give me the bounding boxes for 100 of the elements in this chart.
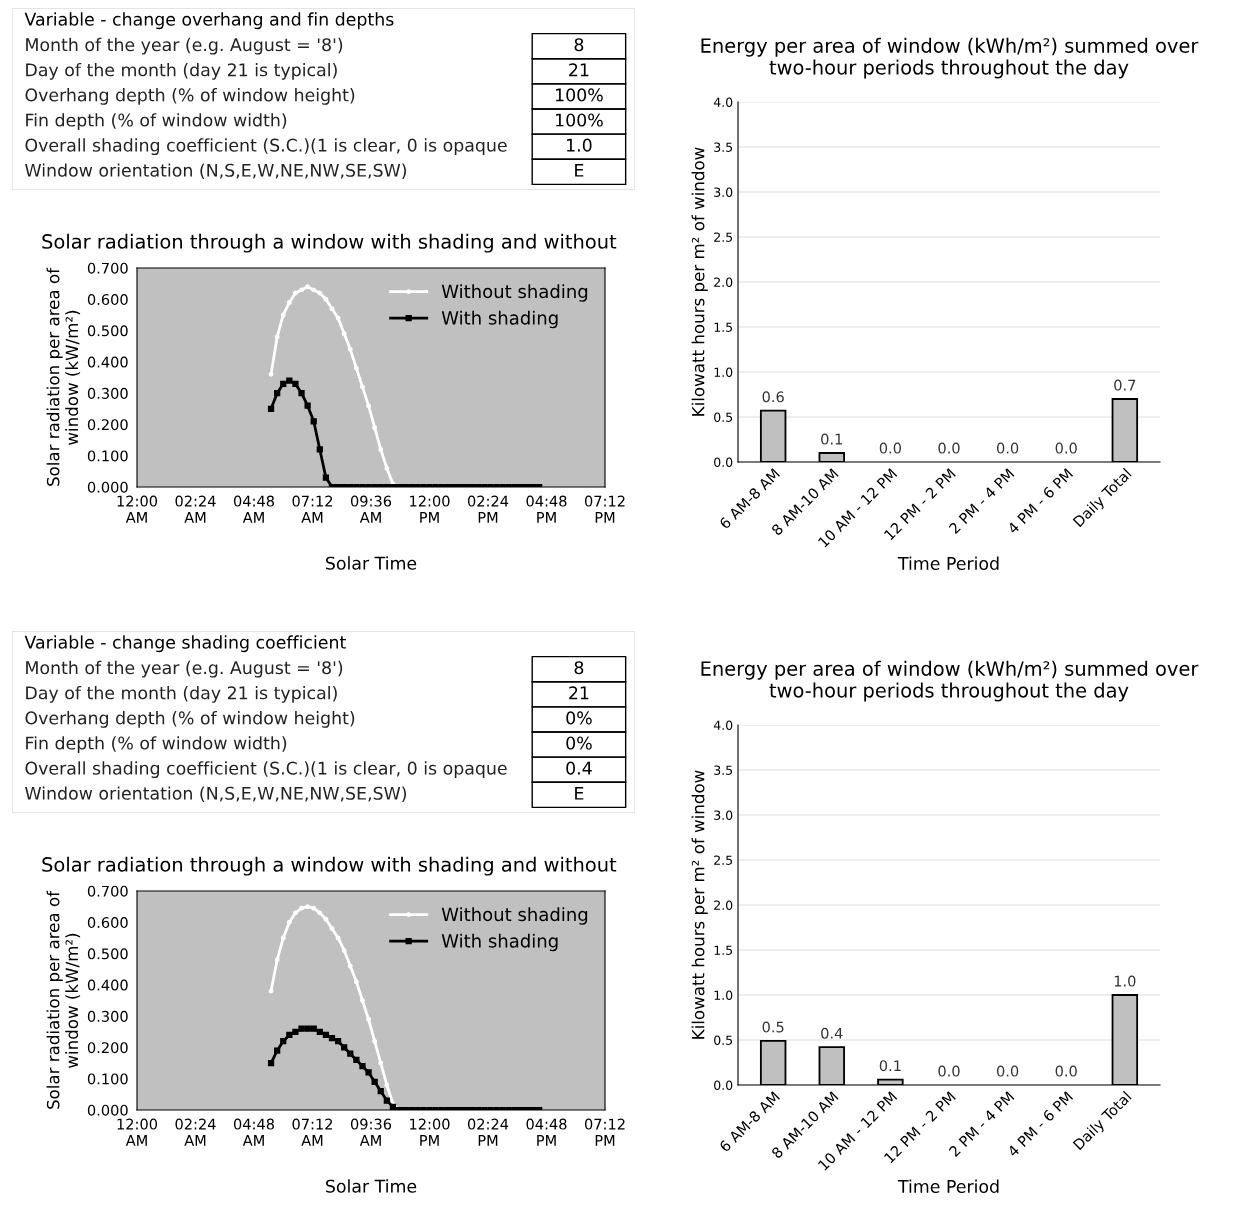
- y-tick-label: 0.000: [87, 481, 128, 493]
- y-tick-label: 0.600: [87, 294, 128, 306]
- data-label: 0.7: [1114, 379, 1136, 391]
- x-tick-label: 12:00 AM: [117, 1118, 158, 1146]
- point: [286, 919, 292, 925]
- point: [286, 1031, 293, 1039]
- point: [310, 1025, 317, 1032]
- y-tick-label: 1.0: [714, 990, 733, 1000]
- y-tick-label: 2.5: [714, 855, 733, 865]
- point: [305, 904, 311, 910]
- point: [280, 1038, 287, 1045]
- x-tick-label: 04:48 PM: [526, 495, 567, 523]
- point: [280, 935, 286, 941]
- y-tick-label: 0.400: [87, 979, 128, 991]
- category-label: Month of the year (e.g. August = '8'): [26, 660, 343, 678]
- point: [359, 1063, 366, 1070]
- data-label: 0.0: [996, 442, 1019, 454]
- chart-title: Solar radiation through a window with shading and without: [42, 856, 617, 876]
- point: [335, 935, 341, 941]
- x-axis-title: Time Period: [897, 1179, 999, 1193]
- point: [274, 957, 280, 963]
- point: [360, 384, 365, 390]
- point: [329, 926, 335, 931]
- point: [274, 334, 280, 340]
- point: [317, 290, 323, 296]
- y-tick-label: 0.100: [87, 1073, 128, 1085]
- x-tick-label: 02:24 PM: [467, 495, 509, 523]
- category-label: Month of the year (e.g. August = '8'): [26, 37, 343, 55]
- data-label: 0.0: [879, 442, 902, 454]
- point: [329, 306, 335, 312]
- point: [378, 447, 384, 452]
- point: [316, 1028, 323, 1035]
- point: [322, 1031, 330, 1039]
- y-tick-label: 2.0: [714, 277, 733, 287]
- y-tick-label: 0.0: [714, 1080, 733, 1090]
- point: [384, 1082, 390, 1088]
- point: [304, 1025, 311, 1032]
- text: E: [575, 163, 584, 177]
- point: [317, 910, 323, 916]
- category-label: Window orientation (N,S,E,W,NE,NW,SE,SW): [25, 786, 407, 802]
- text: 100%: [556, 113, 603, 127]
- y-tick-label: 0.500: [87, 325, 128, 337]
- point: [292, 380, 299, 387]
- x-tick-label: 12:00 PM: [410, 1118, 450, 1146]
- point: [328, 1034, 336, 1042]
- point: [268, 371, 274, 377]
- y-tick-label: 0.500: [87, 948, 128, 960]
- point: [365, 1069, 372, 1076]
- y-axis-title: Kilowatt hours per m² of window: [691, 770, 708, 1039]
- point: [372, 425, 378, 430]
- point: [293, 290, 298, 296]
- category-label: Overhang depth (% of window height): [25, 88, 355, 105]
- point: [280, 312, 286, 318]
- y-tick-label: 2.5: [714, 232, 733, 242]
- y-tick-label: 0.300: [87, 387, 128, 399]
- point: [322, 474, 330, 481]
- point: [304, 402, 311, 409]
- point: [353, 1056, 360, 1064]
- point: [353, 979, 359, 985]
- category-label: Window orientation (N,S,E,W,NE,NW,SE,SW): [25, 163, 407, 179]
- point: [347, 1050, 354, 1057]
- text: 0%: [566, 711, 592, 725]
- point: [316, 446, 323, 453]
- point: [267, 1059, 275, 1067]
- x-tick-label: 12:00 AM: [117, 495, 158, 523]
- text: 1.0: [567, 138, 592, 152]
- data-label: 0.6: [762, 391, 784, 403]
- category-label: Fin depth (% of window width): [26, 736, 287, 753]
- chart-title: Energy per area of window (kWh/m²) summed over two-hour periods throughout the day: [701, 660, 1199, 702]
- point: [341, 1044, 348, 1051]
- legend-label: Without shading: [441, 284, 588, 302]
- point: [311, 287, 317, 293]
- point: [371, 1078, 378, 1085]
- data-label: 0.0: [996, 1065, 1019, 1077]
- category-label: Day of the month (day 21 is typical): [26, 685, 337, 703]
- category-label: Overall shading coefficient (S.C.)(1 is clear, 0 is opaque: [25, 761, 507, 779]
- x-tick-label: 04:48 AM: [233, 1118, 275, 1146]
- y-tick-label: 0.000: [87, 1104, 128, 1116]
- point: [310, 418, 317, 425]
- point: [286, 299, 292, 305]
- y-tick-label: 3.5: [714, 142, 733, 152]
- chart-title: Energy per area of window (kWh/m²) summed over two-hour periods throughout the day: [701, 37, 1199, 79]
- text: 100%: [556, 88, 603, 102]
- y-tick-label: 0.400: [87, 356, 128, 368]
- y-tick-label: 4.0: [713, 97, 733, 107]
- legend-label: With shading: [441, 310, 558, 329]
- data-label: 0.1: [821, 433, 843, 445]
- category-label: Day of the month (day 21 is typical): [26, 62, 337, 80]
- x-axis-title: Solar Time: [326, 1179, 417, 1193]
- x-axis-title: Solar Time: [326, 556, 417, 570]
- y-tick-label: 4.0: [713, 720, 733, 730]
- x-tick-label: 02:24 PM: [467, 1118, 509, 1146]
- category-label: Fin depth (% of window width): [26, 113, 287, 130]
- point: [323, 296, 329, 302]
- category-label: Overhang depth (% of window height): [25, 711, 355, 728]
- data-label: 0.0: [938, 442, 960, 454]
- y-tick-label: 0.5: [714, 412, 733, 422]
- point: [366, 403, 371, 409]
- point: [299, 905, 304, 911]
- y-tick-label: 0.100: [87, 450, 128, 462]
